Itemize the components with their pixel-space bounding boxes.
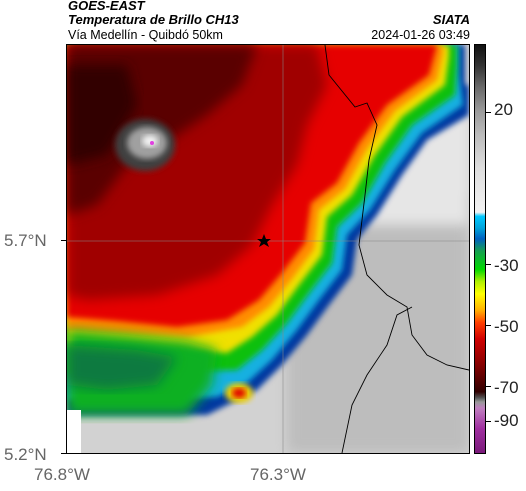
organization-label: SIATA: [432, 12, 470, 27]
satellite-map: [66, 44, 470, 454]
satellite-title: GOES-EAST: [68, 0, 145, 13]
lat-tick: [61, 240, 66, 241]
lon-label: 76.8°W: [34, 465, 90, 484]
map-subtitle: Vía Medellín - Quibdó 50km: [68, 28, 223, 42]
colorbar: [474, 44, 486, 454]
border-line: [341, 306, 413, 453]
colorbar-label: -30: [494, 256, 519, 275]
colorbar-label: -70: [494, 378, 519, 397]
colorbar-tick: [486, 421, 491, 422]
lat-label: 5.2°N: [4, 445, 47, 464]
colorbar-tick: [486, 325, 491, 326]
border-line: [324, 45, 469, 371]
location-marker-icon: [257, 234, 271, 247]
colorbar-label: 20: [494, 100, 513, 119]
brightness-temperature-field: [67, 45, 469, 453]
colorbar-label: -50: [494, 317, 519, 336]
lon-label: 76.3°W: [250, 465, 306, 484]
lat-label: 5.7°N: [4, 231, 47, 250]
colorbar-label: -90: [494, 411, 519, 430]
lat-tick: [61, 453, 66, 454]
product-title: Temperatura de Brillo CH13: [68, 12, 239, 27]
colorbar-tick: [486, 264, 491, 265]
timestamp: 2024-01-26 03:49: [371, 28, 470, 42]
colorbar-tick: [486, 386, 491, 387]
colorbar-tick: [486, 112, 491, 113]
